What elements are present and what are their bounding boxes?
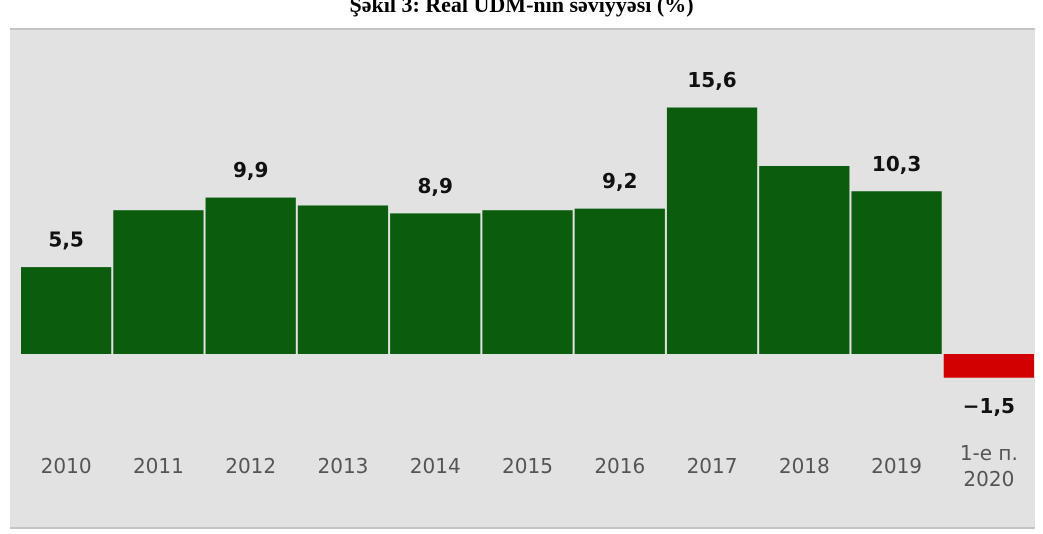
x-tick-label: 2015: [502, 454, 553, 478]
bar: [21, 267, 112, 354]
x-tick-label: 2017: [686, 454, 738, 478]
x-tick-label: 2013: [317, 454, 369, 478]
x-tick-label: 2012: [225, 454, 277, 478]
x-tick-label: 2016: [594, 454, 646, 478]
bar: [666, 107, 758, 355]
bar: [113, 210, 204, 354]
value-label: 15,6: [687, 68, 736, 92]
bar: [205, 197, 296, 354]
value-label: 5,5: [48, 228, 83, 252]
x-tick-label: 2011: [132, 454, 184, 478]
x-tick-label: 2014: [409, 454, 461, 478]
value-label: 10,3: [872, 152, 921, 176]
x-tick-label: 2010: [40, 454, 92, 478]
chart-title: Şəkil 3: Real ÜDM-nin səviyyəsi (%): [349, 0, 694, 17]
x-tick-label: 2019: [871, 454, 923, 478]
bar: [574, 208, 665, 354]
value-label: 8,9: [418, 174, 453, 198]
bar: [943, 354, 1034, 378]
bar: [297, 205, 389, 354]
bar: [851, 191, 942, 354]
bar: [759, 165, 850, 354]
x-tick-label: 2018: [778, 454, 830, 478]
bar: [390, 213, 481, 354]
value-label: 9,9: [233, 158, 268, 182]
value-label: 9,2: [602, 169, 637, 193]
value-label: −1,5: [963, 394, 1015, 418]
x-tick-label: 1-e п. 2020: [959, 441, 1018, 491]
bar: [482, 210, 573, 354]
